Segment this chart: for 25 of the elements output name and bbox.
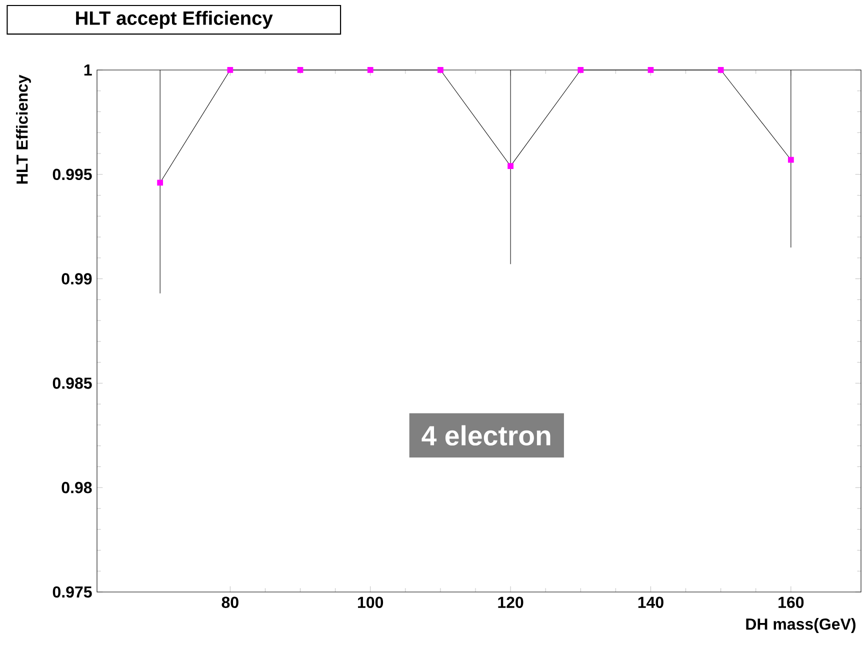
annotation: 4 electron xyxy=(422,425,550,446)
x-tick-label: 140 xyxy=(638,596,664,608)
point xyxy=(508,163,514,169)
y-tick-label: 1 xyxy=(84,64,92,76)
point xyxy=(438,67,444,73)
y-tick-label: 0.995 xyxy=(52,168,92,180)
x-tick-label: 80 xyxy=(222,596,238,608)
point xyxy=(367,67,374,73)
point xyxy=(788,156,794,163)
x-tick-label: 120 xyxy=(498,596,524,608)
x-axis-title: DH mass(GeV) xyxy=(746,618,856,633)
point xyxy=(227,67,234,73)
x-tick-label: 100 xyxy=(358,596,384,608)
y-axis-title: HLT Efficiency xyxy=(16,74,31,184)
y-tick-label: 0.985 xyxy=(52,378,92,389)
point xyxy=(648,67,654,73)
y-tick-label: 0.99 xyxy=(62,273,92,284)
x-tick-label: 160 xyxy=(778,596,804,608)
point xyxy=(578,67,584,73)
y-tick-label: 0.975 xyxy=(52,586,92,598)
chart-title: HLT accept Efficiency xyxy=(76,10,273,29)
point xyxy=(157,180,164,186)
point xyxy=(297,67,304,73)
y-tick-label: 0.98 xyxy=(62,482,92,494)
point xyxy=(718,67,724,73)
